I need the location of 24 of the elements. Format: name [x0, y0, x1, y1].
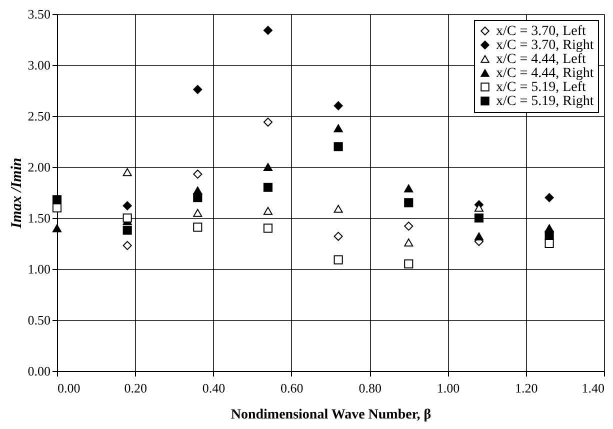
y-tick-label: 1.00 — [28, 262, 50, 276]
y-tick-label: 3.00 — [28, 58, 50, 72]
x-tick-label: 0.40 — [202, 380, 226, 396]
legend-label: x/C = 4.44, Right — [496, 66, 594, 81]
y-tick-label: 1.50 — [28, 210, 50, 226]
legend-label: x/C = 4.44, Left — [496, 52, 586, 67]
legend-label: x/C = 5.19, Right — [496, 94, 594, 109]
y-axis-title: Imax /Imin — [8, 158, 25, 230]
legend-label: x/C = 5.19, Left — [496, 80, 586, 95]
x-tick-label: 0.60 — [280, 380, 304, 396]
legend-label: x/C = 3.70, Left — [496, 24, 586, 39]
x-tick-label: 0.20 — [124, 380, 148, 396]
y-tick-label: 0.50 — [28, 312, 50, 328]
x-tick-label: 1.00 — [436, 380, 460, 396]
x-tick-label: 0.00 — [58, 380, 80, 396]
y-tick-label: 3.50 — [28, 6, 50, 22]
legend-label: x/C = 3.70, Right — [496, 38, 594, 53]
y-tick-label: 0.00 — [28, 364, 50, 378]
x-tick-label: 1.20 — [514, 380, 538, 396]
x-tick-label: 0.80 — [358, 380, 382, 396]
y-tick-label: 2.50 — [28, 108, 50, 124]
x-tick-label: 1.40 — [582, 380, 604, 396]
y-tick-label: 2.00 — [28, 160, 50, 174]
x-axis-title: Nondimensional Wave Number, β — [230, 408, 432, 422]
